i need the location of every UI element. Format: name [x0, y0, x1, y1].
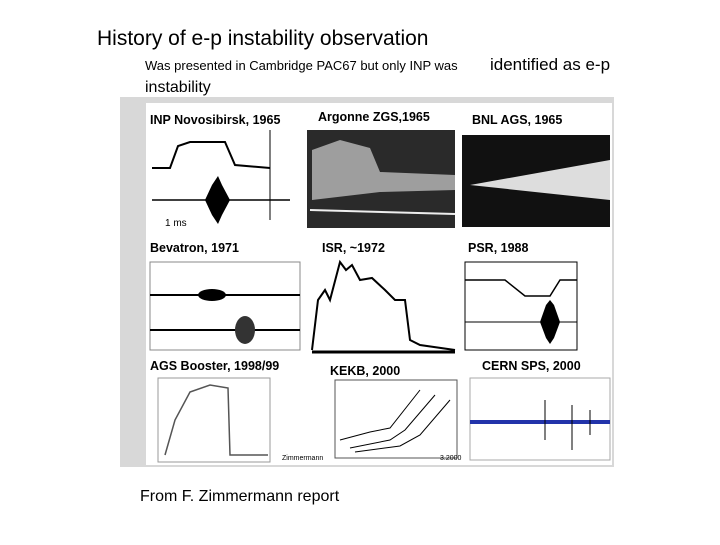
- scope-psr: [464, 261, 578, 351]
- panel-label: AGS Booster, 1998/99: [150, 359, 279, 373]
- panel-label: KEKB, 2000: [330, 364, 400, 378]
- panel-label: CERN SPS, 2000: [482, 359, 581, 373]
- subtitle-continued: instability: [145, 79, 211, 96]
- panel-label: ISR, ~1972: [322, 241, 385, 255]
- trace: [465, 279, 577, 297]
- subtitle-large: identified as e-p: [490, 55, 610, 74]
- panel-label: Bevatron, 1971: [150, 241, 239, 255]
- waveform: [152, 141, 271, 169]
- panel-label: INP Novosibirsk, 1965: [150, 113, 280, 127]
- curve: [164, 384, 268, 456]
- burst: [198, 289, 226, 301]
- panel-label: Argonne ZGS,1965: [318, 110, 430, 124]
- curve: [354, 399, 451, 453]
- footer: From F. Zimmermann report: [140, 488, 340, 505]
- panel-inp: 1 ms: [152, 130, 290, 229]
- scope-bevatron: [149, 261, 301, 351]
- subtitle-small: Was presented in Cambridge PAC67 but onl…: [145, 58, 458, 73]
- annotation: 1 ms: [165, 218, 187, 229]
- signal-envelope: [312, 140, 455, 200]
- annotation: 3.2000: [440, 455, 462, 462]
- panel-label: PSR, 1988: [468, 241, 529, 255]
- plot-kekb: [334, 379, 458, 459]
- curve: [339, 389, 421, 441]
- plot-booster: [157, 377, 271, 463]
- trace: [309, 209, 456, 215]
- slide-title: History of e-p instability observation: [97, 27, 428, 50]
- burst: [540, 300, 560, 344]
- waveform: [311, 259, 456, 351]
- signal-wedge: [470, 160, 610, 200]
- plot-sps: [469, 377, 611, 461]
- curve: [349, 394, 436, 449]
- panel-label: BNL AGS, 1965: [472, 113, 562, 127]
- burst: [235, 316, 255, 344]
- burst: [205, 176, 230, 224]
- annotation: Zimmermann: [282, 455, 323, 462]
